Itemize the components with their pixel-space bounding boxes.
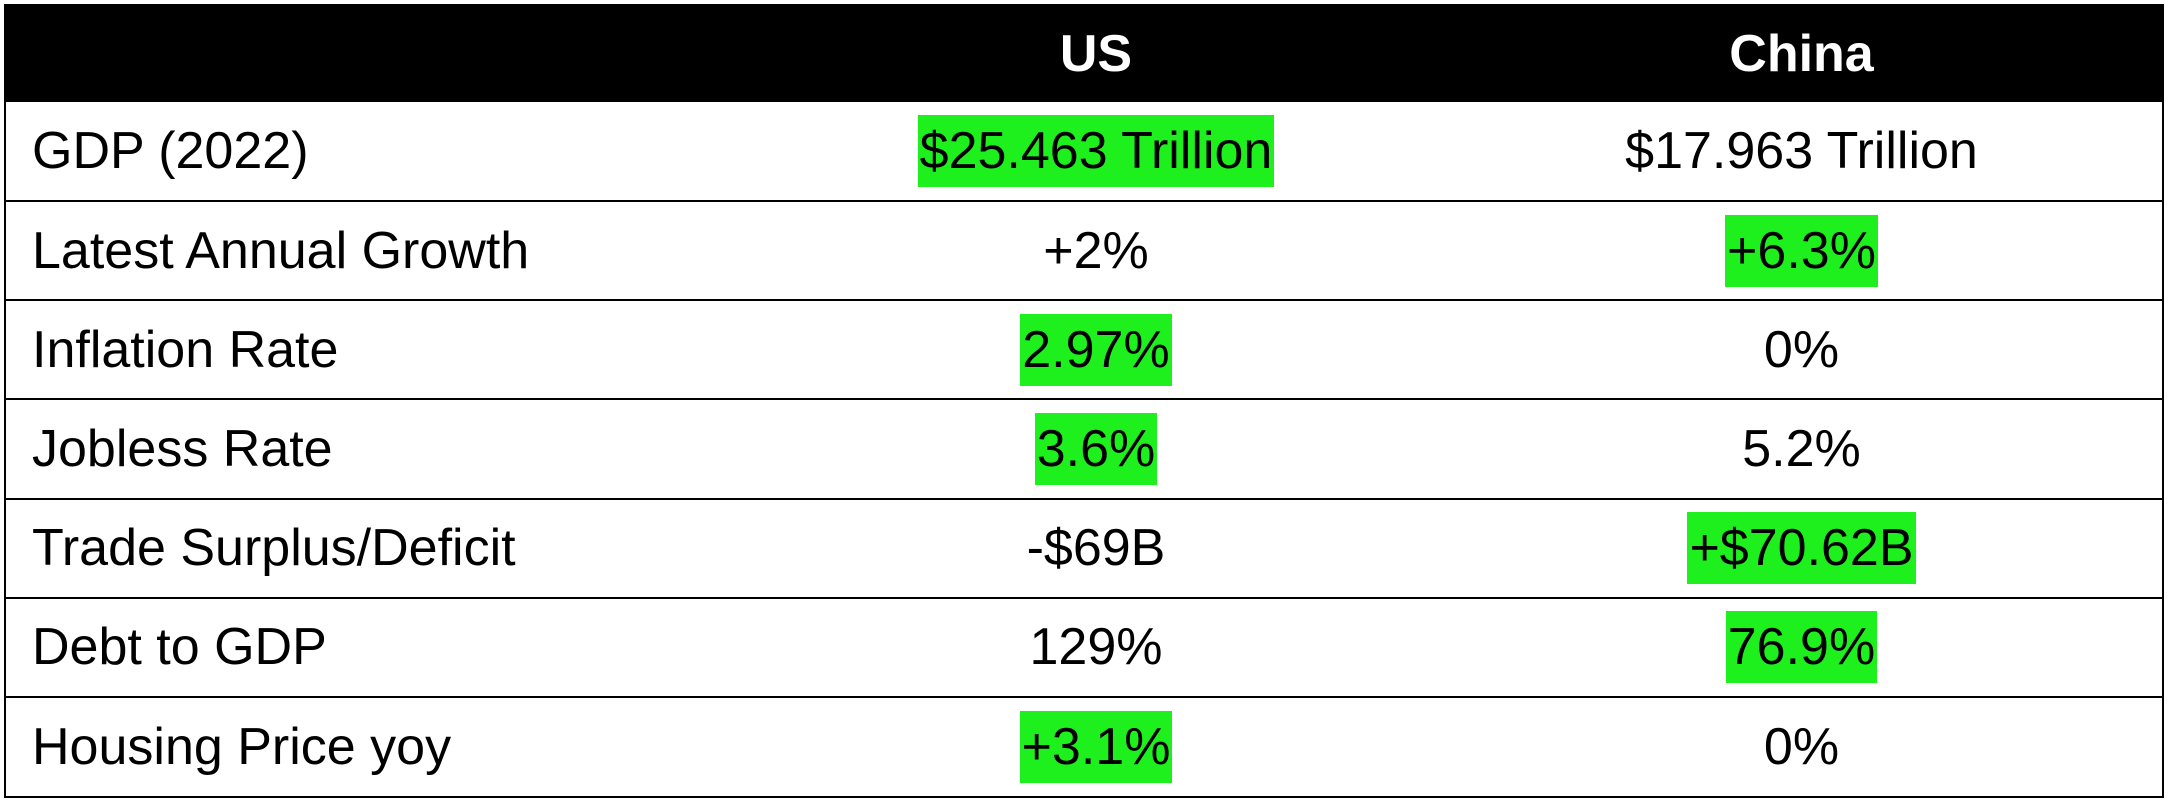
china-value-cell: 5.2% bbox=[1441, 398, 2162, 499]
us-value-cell: $25.463 Trillion bbox=[751, 102, 1441, 201]
row-label: Trade Surplus/Deficit bbox=[6, 497, 751, 598]
china-value: $17.963 Trillion bbox=[1625, 122, 1978, 181]
row-label: GDP (2022) bbox=[32, 122, 309, 181]
us-value-cell: +3.1% bbox=[751, 695, 1441, 796]
us-value: +2% bbox=[1043, 221, 1149, 280]
table-row: Jobless Rate 3.6% 5.2% bbox=[6, 398, 2162, 499]
us-value-cell: -$69B bbox=[751, 497, 1441, 598]
china-value: 0% bbox=[1763, 717, 1840, 776]
us-value-cell: 3.6% bbox=[751, 398, 1441, 499]
china-value: 5.2% bbox=[1742, 419, 1861, 478]
header-label-column bbox=[6, 6, 751, 102]
header-china: China bbox=[1729, 25, 1874, 83]
china-value-cell: 76.9% bbox=[1441, 596, 2162, 697]
china-value-cell: +$70.62B bbox=[1441, 497, 2162, 598]
us-value-cell: +2% bbox=[751, 200, 1441, 301]
us-value: 129% bbox=[1029, 618, 1163, 677]
row-label: Inflation Rate bbox=[6, 299, 751, 400]
us-china-comparison-table: US China GDP (2022) $25.463 Trillion $17… bbox=[6, 6, 2162, 796]
china-value: +$70.62B bbox=[1687, 512, 1916, 585]
table-row: GDP (2022) $25.463 Trillion $17.963 Tril… bbox=[6, 102, 2162, 201]
us-value: 2.97% bbox=[1020, 313, 1172, 386]
row-label: Latest Annual Growth bbox=[6, 200, 751, 301]
china-value-cell: 0% bbox=[1441, 299, 2162, 400]
china-value: 76.9% bbox=[1725, 611, 1878, 684]
row-label: Jobless Rate bbox=[6, 398, 751, 499]
us-value-cell: 129% bbox=[751, 596, 1441, 697]
china-value: +6.3% bbox=[1725, 214, 1878, 287]
header-us: US bbox=[1059, 25, 1133, 83]
us-value-cell: 2.97% bbox=[751, 299, 1441, 400]
table-row: Latest Annual Growth +2% +6.3% bbox=[6, 200, 2162, 301]
table-row: Inflation Rate 2.97% 0% bbox=[6, 299, 2162, 400]
us-value: $25.463 Trillion bbox=[917, 115, 1275, 188]
table-header-row: US China bbox=[6, 6, 2162, 102]
row-label: Housing Price yoy bbox=[6, 695, 751, 796]
us-value: -$69B bbox=[1026, 519, 1166, 578]
comparison-table-frame: US China GDP (2022) $25.463 Trillion $17… bbox=[4, 4, 2164, 798]
table-row: Trade Surplus/Deficit -$69B +$70.62B bbox=[6, 497, 2162, 598]
table-row: Debt to GDP 129% 76.9% bbox=[6, 596, 2162, 697]
china-value-cell: $17.963 Trillion bbox=[1441, 102, 2162, 201]
china-value-cell: +6.3% bbox=[1441, 200, 2162, 301]
us-value: +3.1% bbox=[1019, 710, 1173, 783]
china-value: 0% bbox=[1763, 320, 1840, 379]
table-row: Housing Price yoy +3.1% 0% bbox=[6, 695, 2162, 796]
us-value: 3.6% bbox=[1034, 412, 1158, 485]
china-value-cell: 0% bbox=[1441, 695, 2162, 796]
row-label: Debt to GDP bbox=[6, 596, 751, 697]
